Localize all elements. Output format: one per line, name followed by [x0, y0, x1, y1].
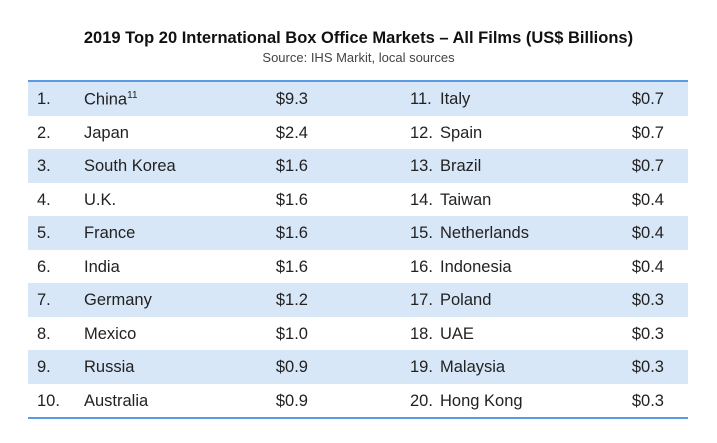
country-cell: Indonesia: [440, 257, 512, 276]
rank-cell: 6.: [37, 257, 51, 276]
table-row: 10. Australia $0.9 20. Hong Kong $0.3: [28, 384, 688, 418]
rank-cell: 1.: [37, 90, 51, 108]
table-row: 5. France $1.6 15. Netherlands $0.4: [28, 216, 688, 250]
value-cell: $1.2: [275, 291, 308, 309]
value-cell: $0.4: [631, 224, 664, 242]
rank-cell: 5.: [37, 224, 51, 242]
value-cell: $0.7: [631, 90, 664, 108]
country-cell: Taiwan: [440, 190, 492, 209]
rank-cell: 8.: [37, 324, 51, 343]
value-cell: $1.6: [275, 224, 308, 242]
rank-cell: 16.: [410, 257, 433, 276]
rank-cell: 11.: [410, 90, 432, 108]
rank-cell: 12.: [410, 123, 433, 142]
rank-cell: 18.: [410, 324, 433, 343]
country-cell: Australia: [84, 391, 149, 410]
value-cell: $0.9: [275, 358, 308, 376]
table-row: 1. China11 $9.3 11. Italy $0.7: [28, 82, 688, 116]
country-cell: Netherlands: [440, 224, 529, 242]
country-cell: Mexico: [84, 324, 137, 343]
country-cell: U.K.: [84, 190, 117, 209]
value-cell: $0.3: [631, 324, 664, 343]
rank-cell: 2.: [37, 123, 51, 142]
table-row: 3. South Korea $1.6 13. Brazil $0.7: [28, 149, 688, 183]
value-cell: $0.3: [631, 358, 664, 376]
value-cell: $0.7: [631, 157, 664, 175]
country-cell: Spain: [440, 123, 483, 142]
table-row: 6. India $1.6 16. Indonesia $0.4: [28, 250, 688, 284]
table-title: 2019 Top 20 International Box Office Mar…: [83, 29, 634, 47]
country-cell: Russia: [84, 358, 135, 376]
country-cell: UAE: [440, 324, 474, 343]
value-cell: $1.6: [275, 257, 308, 276]
value-cell: $0.4: [631, 257, 664, 276]
country-cell: France: [84, 224, 136, 242]
country-cell: China11: [84, 90, 138, 110]
country-cell: Japan: [84, 123, 129, 142]
value-cell: $0.7: [631, 123, 664, 142]
table-row: 8. Mexico $1.0 18. UAE $0.3: [28, 317, 688, 351]
country-name: China: [84, 90, 128, 109]
value-cell: $0.3: [631, 291, 664, 309]
country-cell: Brazil: [440, 157, 482, 175]
rank-cell: 10.: [37, 391, 60, 410]
rank-cell: 13.: [410, 157, 433, 175]
country-cell: Malaysia: [440, 358, 506, 376]
value-cell: $2.4: [275, 123, 308, 142]
country-cell: India: [84, 257, 120, 276]
rank-cell: 9.: [37, 358, 51, 376]
value-cell: $0.4: [631, 190, 664, 209]
rank-cell: 3.: [37, 157, 51, 175]
table-source: Source: IHS Markit, local sources: [262, 50, 455, 65]
value-cell: $1.6: [275, 190, 308, 209]
rank-cell: 17.: [410, 291, 433, 309]
country-cell: Poland: [440, 291, 492, 309]
value-cell: $0.9: [275, 391, 308, 410]
table-row: 4. U.K. $1.6 14. Taiwan $0.4: [28, 183, 688, 217]
table-row: 2. Japan $2.4 12. Spain $0.7: [28, 116, 688, 150]
table-row: 7. Germany $1.2 17. Poland $0.3: [28, 283, 688, 317]
rank-cell: 15.: [410, 224, 433, 242]
value-cell: $9.3: [275, 90, 308, 108]
table-row: 9. Russia $0.9 19. Malaysia $0.3: [28, 350, 688, 384]
box-office-table: 1. China11 $9.3 11. Italy $0.7 2. Japan $2.4 12. S…: [28, 80, 688, 419]
rank-cell: 20.: [410, 391, 433, 410]
value-cell: $1.6: [275, 157, 308, 175]
rank-cell: 14.: [410, 190, 433, 209]
country-cell: Italy: [440, 90, 471, 108]
value-cell: $0.3: [631, 391, 664, 410]
value-cell: $1.0: [275, 324, 308, 343]
rank-cell: 19.: [410, 358, 433, 376]
rank-cell: 4.: [37, 190, 51, 209]
country-cell: South Korea: [84, 157, 176, 175]
country-cell: Germany: [84, 291, 152, 309]
rank-cell: 7.: [37, 291, 51, 309]
country-cell: Hong Kong: [440, 391, 523, 410]
footnote-marker: 11: [127, 90, 138, 101]
